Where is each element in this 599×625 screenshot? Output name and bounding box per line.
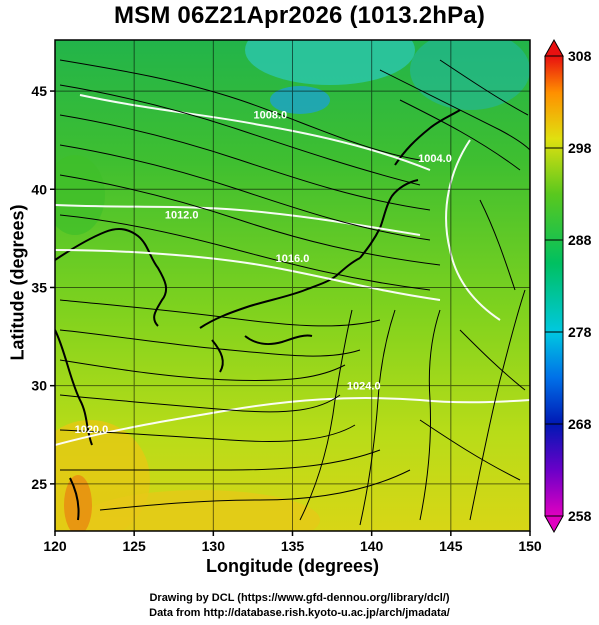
- isobar-label: 1016.0: [276, 253, 310, 265]
- credit-drawing: Drawing by DCL (https://www.gfd-dennou.o…: [149, 592, 450, 604]
- colorbar-tick-label: 288: [568, 232, 592, 248]
- colorbar-tick-label: 298: [568, 140, 592, 156]
- x-tick-label: 145: [439, 538, 463, 554]
- y-tick-label: 40: [31, 181, 47, 197]
- x-tick-label: 125: [122, 538, 146, 554]
- y-tick-label: 30: [31, 378, 47, 394]
- isobar-label: 1004.0: [418, 153, 452, 165]
- map-title: MSM 06Z21Apr2026 (1013.2hPa): [113, 2, 486, 29]
- colorbar-tick-label: 258: [568, 508, 592, 524]
- y-tick-label: 35: [31, 279, 47, 295]
- wind-streamlines: [59, 59, 530, 526]
- x-tick-label: 150: [518, 538, 542, 554]
- colorbar-tick-label: 308: [568, 48, 592, 64]
- x-tick-label: 135: [281, 538, 305, 554]
- colorbar-tick-label: 278: [568, 324, 592, 340]
- colorbar: 258 268 278 288 298 308: [544, 38, 592, 534]
- isobar-label: 1020.0: [75, 424, 109, 436]
- colorbar-tick-label: 268: [568, 416, 592, 432]
- x-axis-label: Longitude (degrees): [205, 556, 379, 576]
- isobar-label: 1024.0: [347, 381, 381, 393]
- colorbar-max-arrow: [544, 38, 564, 57]
- y-axis-ticks: 25 30 35 40 45: [31, 83, 55, 492]
- colorbar-min-arrow: [544, 515, 564, 534]
- x-tick-label: 120: [43, 538, 67, 554]
- y-tick-label: 25: [31, 476, 47, 492]
- y-tick-label: 45: [31, 83, 47, 99]
- isobar-label: 1008.0: [254, 110, 288, 122]
- x-tick-label: 130: [202, 538, 226, 554]
- x-axis-ticks: 120 125 130 135 140 145 150: [43, 531, 542, 554]
- y-axis-label: Latitude (degrees): [7, 204, 28, 361]
- colorbar-scale: [544, 55, 564, 517]
- isobar-labels: 1008.0 1004.0 1012.0 1016.0 1020.0 1024.0: [75, 110, 452, 436]
- isobar-label: 1012.0: [165, 210, 199, 222]
- credit-data: Data from http://database.rish.kyoto-u.a…: [149, 607, 450, 619]
- x-tick-label: 140: [360, 538, 384, 554]
